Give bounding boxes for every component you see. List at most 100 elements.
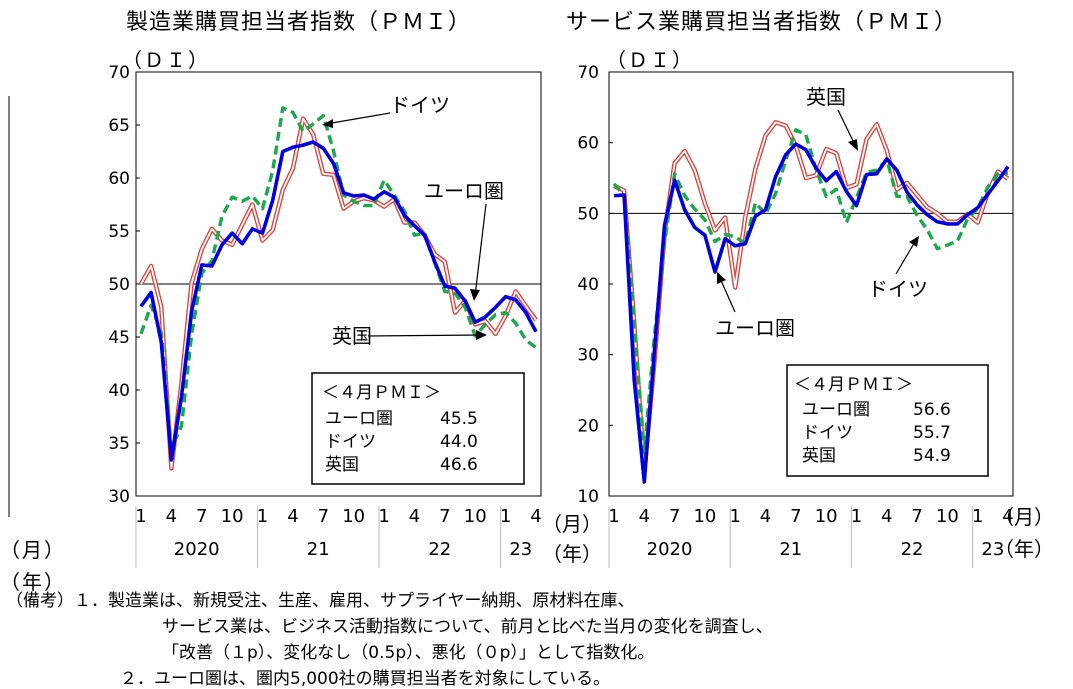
- c1-ytick-label-1: 35: [108, 434, 130, 454]
- chart2-y-ticks: 10 20 30 40 50 60 70: [577, 63, 613, 507]
- chart1-title: 製造業購買担当者指数（ＰＭＩ）: [126, 10, 472, 35]
- chart1-legend-value-2: 46.6: [440, 455, 478, 475]
- c1-xtick-label-7: 10: [342, 506, 365, 527]
- chart2-euro-label: ユーロ圏: [715, 316, 795, 340]
- chart2-germany-arrowhead: [909, 236, 919, 247]
- chart1-uk-arrowhead: [476, 330, 487, 340]
- chart1-y-unit: （ＤＩ）: [122, 48, 210, 72]
- c1-ytick-label-3: 45: [108, 328, 130, 348]
- c1-xtick-label-0: 1: [135, 506, 146, 527]
- chart1-germany-arrowhead: [322, 119, 333, 128]
- x-axis-units: （月） （年） （月） （年）: [542, 505, 1054, 566]
- c2-ytick-label-5: 60: [577, 134, 599, 154]
- chart2-legend-name-1: ドイツ: [802, 423, 853, 443]
- c1-series-euro: [139, 140, 538, 462]
- c2-xtick-label-1: 4: [639, 506, 650, 527]
- chart1-series: [139, 106, 538, 471]
- note-line-1: （備考）１．製造業は、新規受注、生産、雇用、サプライヤー納期、原材料在庫、: [6, 591, 635, 611]
- chart2-month-unit: （月）: [994, 505, 1054, 529]
- c2-xtick-label-13: 4: [1002, 506, 1013, 527]
- chart2-title: サービス業購買担当者指数（ＰＭＩ）: [566, 10, 958, 35]
- chart1-legend-name-0: ユーロ圏: [325, 409, 393, 429]
- chart1-month-unit: （月）: [542, 512, 602, 536]
- chart2-legend-value-1: 55.7: [913, 423, 951, 443]
- chart2-legend-heading: ＜４月ＰＭＩ＞: [794, 375, 913, 395]
- chart1-year-labels: 2020 21 22 23: [135, 506, 532, 568]
- chart2-euro-arrowhead: [717, 272, 726, 284]
- c1-ytick-label-8: 70: [108, 63, 130, 83]
- chart1-legend-name-2: 英国: [325, 455, 359, 475]
- c1-xtick-label-1: 4: [166, 506, 177, 527]
- chart1-uk-arrow: [367, 334, 484, 337]
- note-line-2: サービス業は、ビジネス活動指数について、前月と比べた当月の変化を調査し、: [162, 617, 773, 637]
- c1-xtick-label-12: 1: [500, 506, 511, 527]
- chart2-annotations: 英国 ユーロ圏 ドイツ: [715, 85, 928, 340]
- chart2-legend-name-2: 英国: [802, 446, 836, 466]
- c1-ytick-label-6: 60: [108, 169, 130, 189]
- chart1-x-ticks: 1 4 7 10 1 4 7 10 1 4 7 10 1 4: [135, 506, 541, 527]
- chart1-legend-name-1: ドイツ: [325, 432, 376, 452]
- c1-xtick-label-13: 4: [530, 506, 541, 527]
- chart2-year-unit: （年）: [994, 537, 1054, 561]
- chart1-legend-value-1: 44.0: [440, 432, 478, 452]
- c1-year-label-3: 23: [509, 539, 532, 560]
- chart1-euro-arrowhead: [470, 289, 480, 301]
- chart1-legend-heading: ＜４月ＰＭＩ＞: [322, 383, 441, 403]
- chart2-series: [612, 119, 1010, 484]
- c2-xtick-label-7: 10: [815, 506, 838, 527]
- c2-xtick-label-3: 10: [693, 506, 716, 527]
- c1-xtick-label-10: 7: [439, 506, 450, 527]
- c2-series-euro: [613, 142, 1010, 484]
- c2-year-label-0: 2020: [647, 539, 693, 560]
- c1-xtick-label-5: 4: [287, 506, 298, 527]
- c1-xtick-label-8: 1: [378, 506, 389, 527]
- c2-series-uk-inner: [613, 121, 1009, 473]
- chart1-legend-value-0: 45.5: [440, 409, 478, 429]
- c1-year-label-1: 21: [307, 539, 330, 560]
- c1-series-germany: [139, 106, 538, 450]
- c1-xtick-label-9: 4: [409, 506, 420, 527]
- chart1-annotations: ドイツ ユーロ圏 英国: [322, 93, 504, 348]
- chart2-legend-value-2: 54.9: [913, 446, 951, 466]
- c2-xtick-label-8: 1: [851, 506, 862, 527]
- c2-xtick-label-2: 7: [669, 506, 680, 527]
- chart2-y-unit: （ＤＩ）: [606, 48, 694, 72]
- c1-xtick-label-3: 10: [221, 506, 244, 527]
- c1-ytick-label-7: 65: [108, 116, 130, 136]
- chart1-euro-arrow: [474, 203, 487, 297]
- chart2-uk-arrowhead: [848, 139, 858, 151]
- chart1-legend-box: ＜４月ＰＭＩ＞ ユーロ圏 45.5 ドイツ 44.0 英国 46.6: [311, 372, 525, 485]
- c2-xtick-label-9: 4: [881, 506, 892, 527]
- chart2-germany-label: ドイツ: [868, 277, 928, 301]
- left-year-unit: （年）: [0, 570, 66, 594]
- c1-year-label-0: 2020: [174, 539, 220, 560]
- c2-ytick-label-1: 20: [577, 416, 599, 436]
- c2-ytick-label-4: 50: [577, 204, 599, 224]
- c1-ytick-label-0: 30: [108, 487, 130, 507]
- c2-year-label-2: 22: [901, 539, 924, 560]
- c2-xtick-label-0: 1: [608, 506, 619, 527]
- c1-ytick-label-2: 40: [108, 381, 130, 401]
- chart2-legend-value-0: 56.6: [913, 400, 951, 420]
- chart1-year-unit: （年）: [542, 542, 602, 566]
- note-line-4: ２．ユーロ圏は、圏内5,000社の購買担当者を対象にしている。: [120, 669, 611, 689]
- chart2-x-ticks: 1 4 7 10 1 4 7 10 1 4 7 10 1 4: [608, 506, 1013, 527]
- note-line-3: 「改善（１p）、変化なし（0.5p）、悪化（０p）」として指数化。: [162, 643, 655, 663]
- c1-xtick-label-4: 1: [257, 506, 268, 527]
- chart2-germany-arrow: [895, 239, 917, 275]
- c1-ytick-label-5: 55: [108, 222, 130, 242]
- c2-year-label-3: 23: [981, 539, 1004, 560]
- chart1-germany-label: ドイツ: [390, 93, 450, 117]
- c1-year-label-2: 22: [428, 539, 451, 560]
- chart2-uk-label: 英国: [806, 85, 846, 109]
- chart1-euro-label: ユーロ圏: [424, 179, 504, 203]
- c2-ytick-label-2: 30: [577, 346, 599, 366]
- c1-xtick-label-11: 10: [464, 506, 487, 527]
- c2-ytick-label-6: 70: [577, 63, 599, 83]
- c1-xtick-label-2: 7: [196, 506, 207, 527]
- c2-xtick-label-5: 4: [760, 506, 771, 527]
- c1-xtick-label-6: 7: [318, 506, 329, 527]
